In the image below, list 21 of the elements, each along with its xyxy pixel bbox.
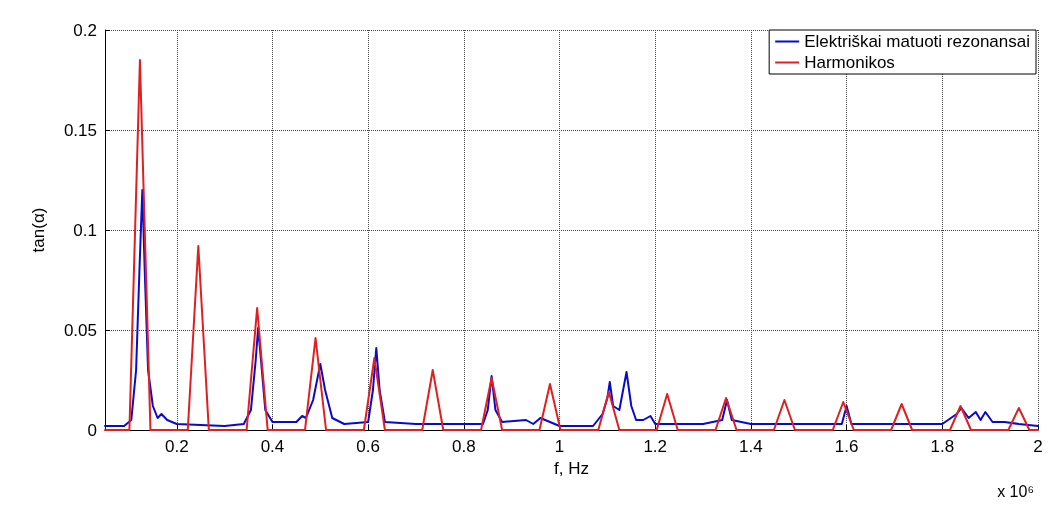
text: x 10⁶ — [997, 482, 1034, 500]
y-tick-label: 0.2 — [73, 20, 97, 40]
x-tick-label: 1.6 — [834, 437, 859, 456]
x-tick-label: 1.8 — [930, 437, 955, 456]
x-tick-label: 0.8 — [452, 437, 476, 456]
x-axis-title: f, Hz — [554, 459, 589, 478]
line-series — [104, 189, 1039, 427]
y-tick-label: 0.15 — [63, 120, 97, 140]
y-axis-title: tan(α) — [29, 207, 48, 253]
x-tick-label: 0.6 — [356, 437, 380, 456]
x-tick-label: 0.4 — [260, 437, 285, 456]
x-tick-label: 1 — [554, 437, 565, 456]
legend-label: Elektriškai matuoti rezonansai — [804, 32, 1031, 51]
legend-label: Harmonikos — [804, 53, 895, 72]
y-tick-label: 0 — [87, 420, 97, 440]
y-tick-label: 0.1 — [73, 220, 97, 240]
y-tick-label: 0.05 — [63, 320, 97, 340]
x-tick-label: 1.4 — [739, 437, 763, 456]
x-tick-label: 0.2 — [164, 437, 189, 456]
x-tick-label: 2 — [1033, 437, 1043, 456]
x-tick-label: 1.2 — [643, 437, 668, 456]
